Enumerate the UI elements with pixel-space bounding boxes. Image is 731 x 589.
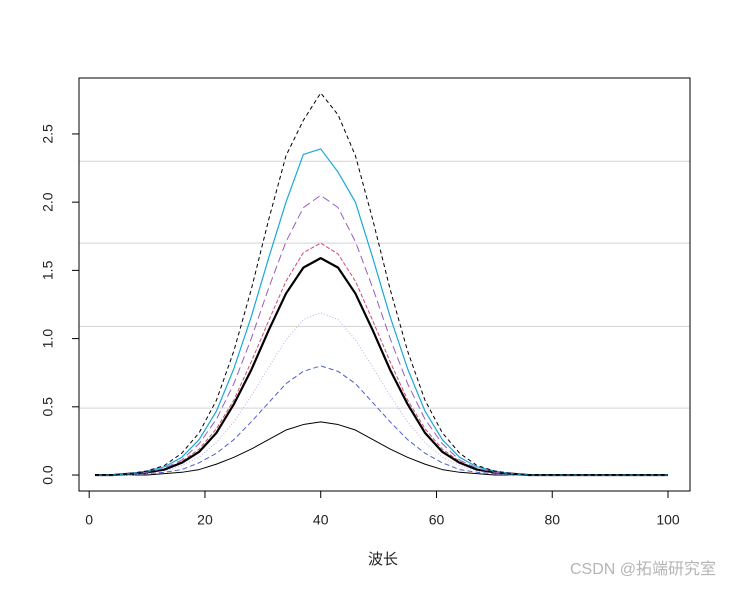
y-tick-label: 2.5 (40, 124, 56, 144)
x-tick-label: 80 (544, 512, 560, 528)
x-tick-label: 100 (656, 512, 680, 528)
plot-frame (78, 77, 691, 492)
series-line (94, 421, 668, 476)
y-tick-label: 1.0 (40, 329, 56, 349)
x-tick-label: 40 (313, 512, 329, 528)
x-tick-label: 20 (197, 512, 213, 528)
series-line (94, 92, 668, 476)
y-tick-label: 1.5 (40, 260, 56, 280)
series-line (94, 312, 668, 476)
x-axis-label: 波长 (368, 551, 398, 568)
series-line (94, 257, 668, 477)
series-line (94, 194, 668, 476)
watermark: CSDN @拓端研究室 (570, 560, 716, 578)
x-tick-label: 0 (85, 512, 93, 528)
y-tick-label: 0.5 (40, 397, 56, 417)
series-line (94, 148, 668, 476)
x-tick-label: 60 (429, 512, 445, 528)
series-line (94, 242, 668, 476)
series-line (94, 365, 668, 476)
y-tick-label: 0.0 (40, 465, 56, 485)
y-tick-label: 2.0 (40, 192, 56, 212)
